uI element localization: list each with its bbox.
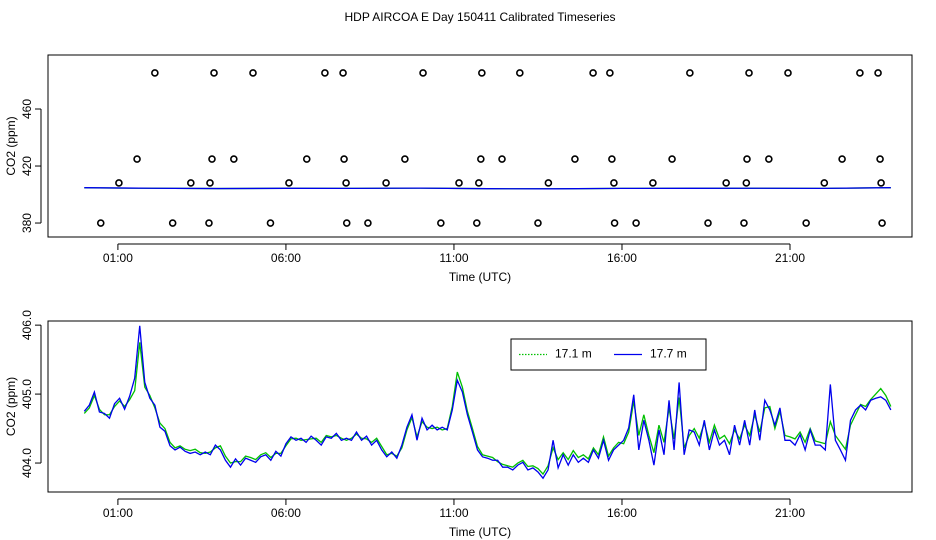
x-tick-label: 01:00 xyxy=(103,506,133,520)
data-point xyxy=(342,179,350,187)
series-line xyxy=(83,325,892,480)
data-point xyxy=(874,69,882,77)
data-point xyxy=(820,179,829,187)
data-point xyxy=(516,69,524,77)
series-line xyxy=(83,342,892,476)
data-point xyxy=(401,155,409,163)
data-point xyxy=(740,219,748,227)
x-axis-label: Time (UTC) xyxy=(449,525,511,539)
data-point xyxy=(743,155,751,163)
data-point xyxy=(210,69,218,77)
y-tick-label: 420 xyxy=(20,156,34,176)
data-point xyxy=(589,69,597,77)
data-point xyxy=(133,155,141,163)
data-point xyxy=(205,219,213,227)
x-tick-label: 06:00 xyxy=(271,251,301,265)
data-point xyxy=(876,155,884,163)
data-point xyxy=(208,155,216,163)
x-axis-label: Time (UTC) xyxy=(449,270,511,284)
data-point xyxy=(419,69,427,77)
data-point xyxy=(742,179,751,187)
data-point xyxy=(878,219,886,227)
data-point xyxy=(475,179,483,187)
data-point xyxy=(302,155,311,163)
data-point xyxy=(339,69,347,77)
legend-label: 17.7 m xyxy=(650,347,687,361)
data-point xyxy=(649,179,657,187)
x-tick-label: 06:00 xyxy=(271,506,301,520)
data-point xyxy=(534,219,542,227)
legend-label: 17.1 m xyxy=(555,347,592,361)
data-point xyxy=(704,219,712,227)
plot-box xyxy=(47,54,913,238)
y-tick-label: 406.0 xyxy=(20,310,34,340)
data-point xyxy=(765,155,773,163)
data-point xyxy=(340,155,348,163)
data-point xyxy=(206,179,214,187)
data-point xyxy=(342,219,351,227)
y-tick-label: 405.0 xyxy=(20,379,34,409)
data-point xyxy=(686,69,694,77)
data-point xyxy=(745,69,753,77)
y-tick-label: 404.0 xyxy=(20,448,34,478)
data-point xyxy=(96,219,105,227)
data-point xyxy=(437,219,445,227)
data-point xyxy=(668,155,676,163)
data-point xyxy=(151,69,159,77)
data-point xyxy=(802,219,810,227)
data-point xyxy=(364,219,372,227)
data-point xyxy=(610,179,618,187)
data-point xyxy=(478,69,486,77)
data-point xyxy=(266,219,275,227)
plot-box xyxy=(47,320,913,493)
data-point xyxy=(187,179,195,187)
data-point xyxy=(544,179,553,187)
data-point xyxy=(230,155,238,163)
chart-title: HDP AIRCOA E Day 150411 Calibrated Times… xyxy=(344,10,615,24)
x-tick-label: 11:00 xyxy=(439,506,468,520)
data-point xyxy=(632,219,640,227)
data-point xyxy=(498,155,506,163)
x-tick-label: 01:00 xyxy=(103,251,133,265)
data-point xyxy=(382,179,390,187)
data-point xyxy=(856,69,864,77)
data-point xyxy=(115,179,123,187)
data-point xyxy=(321,69,329,77)
data-point xyxy=(877,179,885,187)
data-point xyxy=(722,179,730,187)
x-tick-label: 11:00 xyxy=(439,251,468,265)
x-tick-label: 16:00 xyxy=(607,251,637,265)
y-tick-label: 380 xyxy=(20,213,34,233)
series-line xyxy=(84,187,891,190)
x-tick-label: 16:00 xyxy=(607,506,637,520)
y-axis-label: CO2 (ppm) xyxy=(4,116,18,175)
data-point xyxy=(249,69,257,77)
data-point xyxy=(285,179,293,187)
data-point xyxy=(168,219,177,227)
data-point xyxy=(473,219,481,227)
data-point xyxy=(608,155,616,163)
data-point xyxy=(610,219,619,227)
data-point xyxy=(838,155,846,163)
data-point xyxy=(784,69,792,77)
y-tick-label: 460 xyxy=(20,99,34,119)
x-tick-label: 21:00 xyxy=(775,506,805,520)
data-point xyxy=(571,155,579,163)
x-tick-label: 21:00 xyxy=(775,251,805,265)
y-axis-label: CO2 (ppm) xyxy=(4,377,18,436)
data-point xyxy=(477,155,485,163)
data-point xyxy=(606,69,614,77)
data-point xyxy=(455,179,463,187)
